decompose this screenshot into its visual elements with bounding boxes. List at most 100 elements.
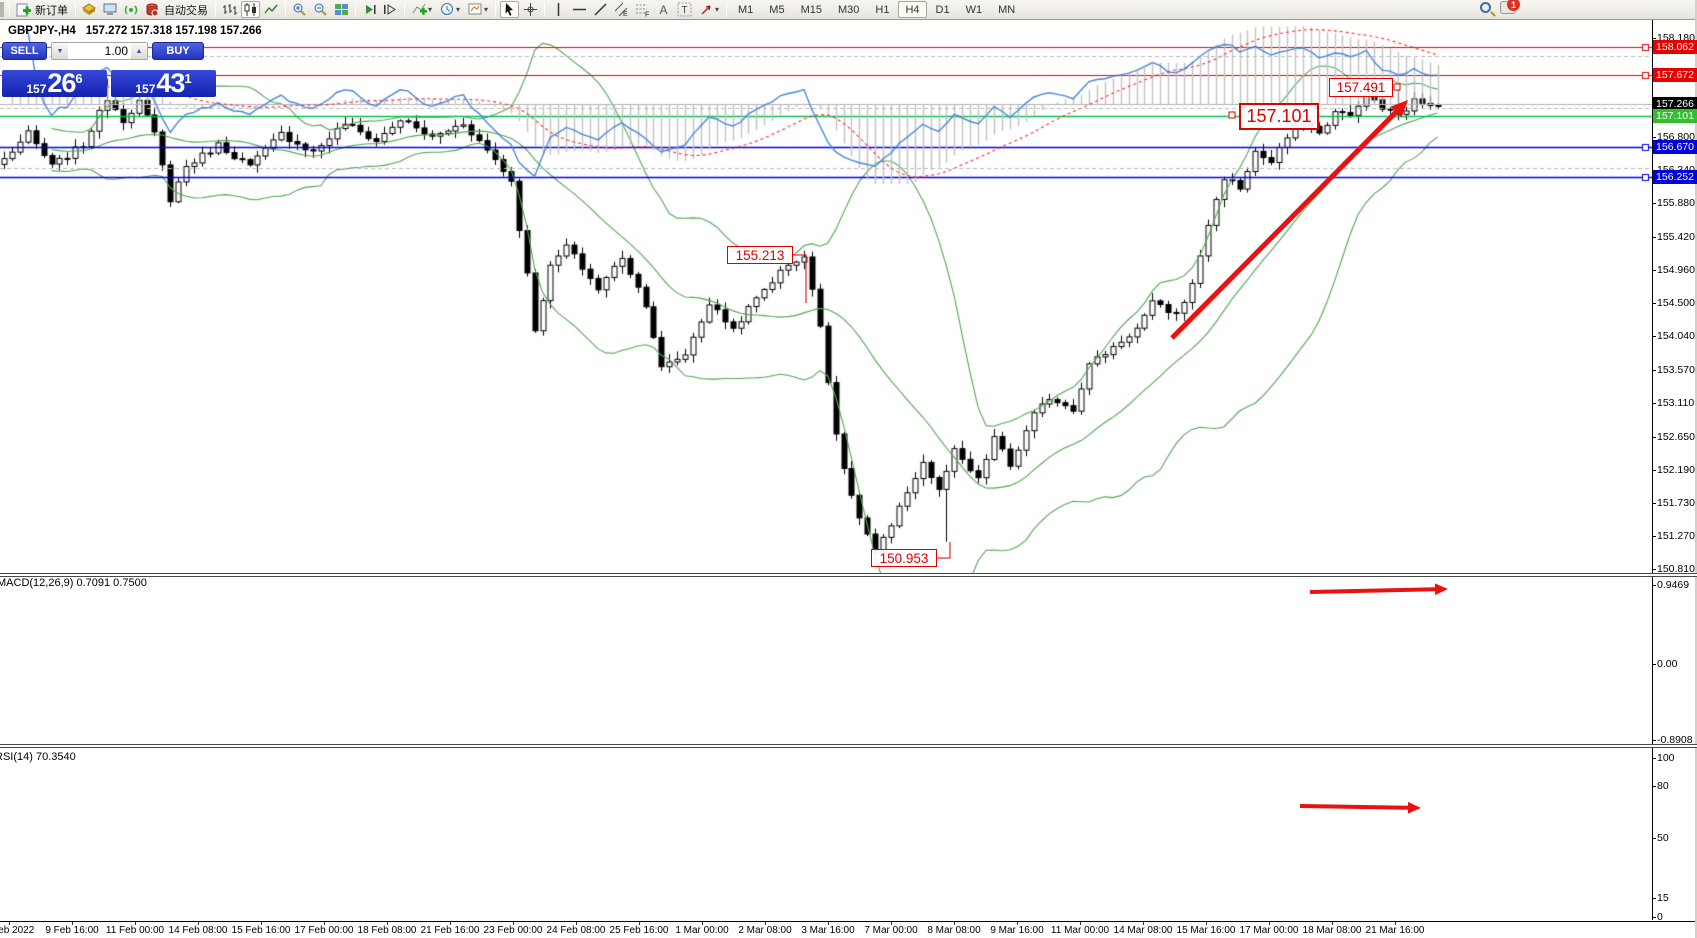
callout-150953[interactable]: 150.953: [871, 549, 937, 567]
vertical-line-icon[interactable]: [549, 1, 568, 18]
rsi-canvas[interactable]: [0, 20, 1652, 190]
price-tick: 152.190: [1657, 463, 1695, 476]
date-label: 23 Feb 00:00: [483, 925, 543, 936]
new-order-label[interactable]: 新订单: [35, 4, 68, 17]
price-tick: 154.500: [1657, 297, 1695, 310]
notifications-icon[interactable]: 1: [1500, 0, 1520, 14]
price-tick: 151.730: [1657, 496, 1695, 509]
axis-tickmark: [1652, 370, 1656, 371]
buy-price-box[interactable]: 157 43 1: [111, 70, 216, 97]
crosshair-icon[interactable]: [521, 1, 540, 18]
zoom-in-icon[interactable]: [290, 1, 309, 18]
time-tickmark: [324, 922, 325, 925]
buy-price-point: 1: [184, 71, 192, 86]
timeframe-m15[interactable]: M15: [800, 3, 822, 16]
date-label: 14 Mar 08:00: [1113, 925, 1173, 936]
timeframe-h4[interactable]: H4: [898, 1, 927, 18]
sell-price-box[interactable]: 157 26 6: [2, 70, 107, 97]
volume-input[interactable]: [68, 43, 131, 59]
time-tickmark: [828, 922, 829, 925]
callout-157491[interactable]: 157.491: [1329, 78, 1393, 97]
callout-155213[interactable]: 155.213: [727, 246, 793, 264]
trendline-icon[interactable]: [591, 1, 610, 18]
axis-tickmark: [1652, 740, 1656, 741]
buy-price-figure: 157: [135, 82, 156, 96]
macd-tick: -0.8908: [1657, 733, 1693, 746]
axis-tickmark: [1652, 503, 1656, 504]
timeframe-d1[interactable]: D1: [935, 3, 950, 16]
date-label: 8 Feb 2022: [0, 925, 35, 936]
window-edge: [1695, 0, 1697, 938]
price-tick: 150.810: [1657, 563, 1695, 576]
zoom-out-icon[interactable]: [311, 1, 330, 18]
arrows-icon[interactable]: ▾: [696, 1, 722, 18]
cursor-icon[interactable]: [500, 1, 519, 18]
timeframe-mn[interactable]: MN: [998, 3, 1016, 16]
axis-tickmark: [1652, 758, 1656, 759]
date-label: 2 Mar 08:00: [738, 925, 792, 936]
rsi-tick: 0: [1657, 910, 1663, 923]
separator: [9, 2, 10, 17]
separator: [404, 2, 405, 17]
signals-icon[interactable]: [122, 1, 141, 18]
timeframe-h1[interactable]: H1: [875, 3, 890, 16]
text-icon[interactable]: A: [659, 2, 668, 17]
bar-chart-icon[interactable]: [220, 1, 239, 18]
buy-button[interactable]: BUY: [152, 42, 204, 60]
axis-tickmark: [1652, 470, 1656, 471]
sell-price-point: 6: [75, 71, 83, 86]
axis-tickmark: [1652, 403, 1656, 404]
date-label: 11 Mar 00:00: [1050, 925, 1110, 936]
horizontal-line-icon[interactable]: [570, 1, 589, 18]
rsi-tick: 100: [1657, 751, 1675, 764]
chart-shift-icon[interactable]: [381, 1, 400, 18]
rsi-tick: 80: [1657, 779, 1669, 792]
pane-splitter-rsi[interactable]: [0, 744, 1697, 748]
auto-scroll-icon[interactable]: [360, 1, 379, 18]
new-order-icon[interactable]: [14, 1, 33, 18]
line-chart-icon[interactable]: [262, 1, 281, 18]
data-window-icon[interactable]: [80, 1, 99, 18]
price-tick: 154.040: [1657, 330, 1695, 343]
templates-icon[interactable]: ▾: [465, 1, 491, 18]
tile-windows-icon[interactable]: [332, 1, 351, 18]
volume-increase-button[interactable]: ▲: [131, 43, 147, 59]
macd-indicator-label: MACD(12,26,9) 0.7091 0.7500: [0, 577, 147, 589]
channel-glyph: E: [623, 11, 628, 17]
time-tickmark: [1332, 922, 1333, 925]
date-label: 3 Mar 16:00: [801, 925, 855, 936]
periods-clock-icon[interactable]: ▾: [437, 1, 463, 18]
pane-splitter-macd[interactable]: [0, 573, 1697, 577]
terminal-icon[interactable]: [101, 1, 120, 18]
sell-button[interactable]: SELL: [2, 42, 47, 60]
axis-tickmark: [1652, 917, 1656, 918]
main-toolbar: 新订单 自动交易 ▾ ▾ ▾ E F A T ▾ M1: [0, 0, 1697, 20]
axis-tickmark: [1652, 536, 1656, 537]
auto-trading-icon[interactable]: [143, 1, 162, 18]
equidistant-channel-icon[interactable]: E: [612, 1, 631, 18]
timeframe-m1[interactable]: M1: [738, 3, 754, 16]
axis-tickmark: [1652, 237, 1656, 238]
candlestick-icon[interactable]: [241, 1, 260, 18]
rsi-tick: 50: [1657, 831, 1669, 844]
date-label: 14 Feb 08:00: [168, 925, 228, 936]
fibonacci-icon[interactable]: F: [633, 1, 652, 18]
rsi-arrow[interactable]: [1299, 801, 1421, 814]
volume-decrease-button[interactable]: ▼: [52, 43, 68, 59]
price-tick: 155.880: [1657, 197, 1695, 210]
timeframe-m5[interactable]: M5: [769, 3, 785, 16]
timeframe-m30[interactable]: M30: [837, 3, 860, 16]
search-icon[interactable]: [1480, 2, 1491, 13]
timeframe-w1[interactable]: W1: [965, 3, 983, 16]
callout-157101[interactable]: 157.101: [1239, 103, 1319, 130]
text-label-icon[interactable]: T: [675, 1, 694, 18]
axis-tickmark: [1652, 203, 1656, 204]
macd-arrow[interactable]: [1309, 583, 1448, 596]
price-tick: 153.570: [1657, 364, 1695, 377]
auto-trading-label[interactable]: 自动交易: [164, 4, 208, 17]
time-tickmark: [1143, 922, 1144, 925]
add-indicator-icon[interactable]: ▾: [409, 1, 435, 18]
separator: [355, 2, 356, 17]
axis-tickmark: [1652, 137, 1656, 138]
